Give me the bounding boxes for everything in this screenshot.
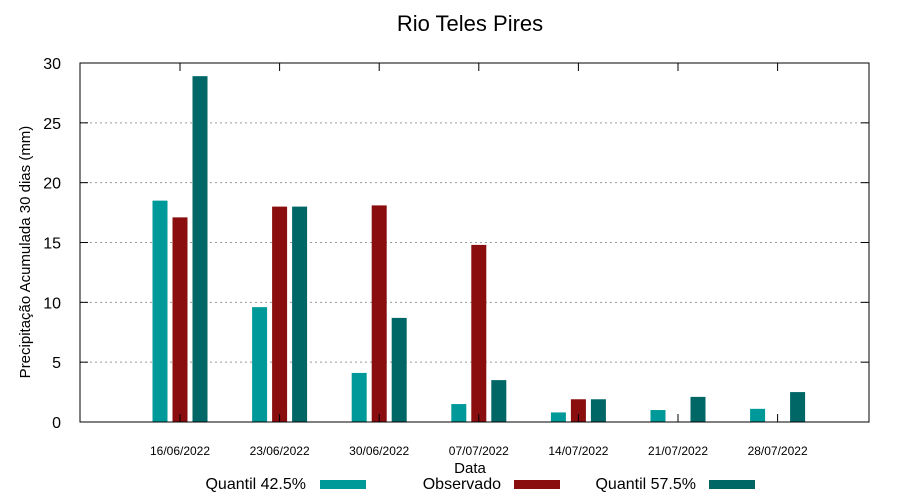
bar (371, 205, 387, 422)
x-tick-label: 28/07/2022 (748, 444, 808, 458)
bar (650, 410, 666, 422)
bar (690, 396, 706, 422)
bar (272, 206, 288, 422)
bar (192, 76, 208, 422)
bar (451, 404, 467, 422)
bar (471, 244, 487, 422)
x-tick-label: 07/07/2022 (449, 444, 509, 458)
legend-swatch (514, 480, 560, 489)
bar (790, 392, 806, 422)
bar (172, 217, 188, 422)
bar (252, 307, 268, 422)
bar (570, 399, 586, 422)
y-axis-label: Precipitação Acumulada 30 dias (mm) (17, 126, 34, 379)
bar (491, 380, 507, 422)
legend-label: Quantil 42.5% (205, 476, 306, 493)
bar (152, 200, 168, 422)
bars (152, 76, 806, 422)
legend-swatch (320, 480, 366, 489)
x-axis-label: Data (454, 460, 486, 477)
bar (391, 317, 407, 422)
bar (590, 399, 606, 422)
chart-title: Rio Teles Pires (397, 11, 543, 36)
y-tick-label: 5 (52, 355, 61, 372)
y-tick-label: 10 (43, 295, 61, 312)
bar (550, 412, 566, 422)
legend-label: Observado (423, 476, 501, 493)
x-tick-label: 14/07/2022 (548, 444, 608, 458)
x-tick-label: 23/06/2022 (250, 444, 310, 458)
legend: Quantil 42.5% Observado Quantil 57.5% (205, 476, 755, 493)
legend-label: Quantil 57.5% (595, 476, 696, 493)
y-ticks: 0 5 10 15 20 25 30 (43, 56, 869, 432)
y-tick-label: 25 (43, 116, 61, 133)
y-tick-label: 20 (43, 176, 61, 193)
y-tick-label: 0 (52, 415, 61, 432)
grid (80, 122, 869, 363)
y-tick-label: 30 (43, 56, 61, 73)
bar (351, 372, 367, 422)
legend-swatch (709, 480, 755, 489)
x-tick-label: 30/06/2022 (349, 444, 409, 458)
bar (292, 206, 308, 422)
bar (750, 408, 766, 422)
y-tick-label: 15 (43, 236, 61, 253)
x-tick-label: 21/07/2022 (648, 444, 708, 458)
x-ticks: 16/06/2022 23/06/2022 30/06/2022 07/07/2022… (150, 63, 808, 458)
x-tick-label: 16/06/2022 (150, 444, 210, 458)
